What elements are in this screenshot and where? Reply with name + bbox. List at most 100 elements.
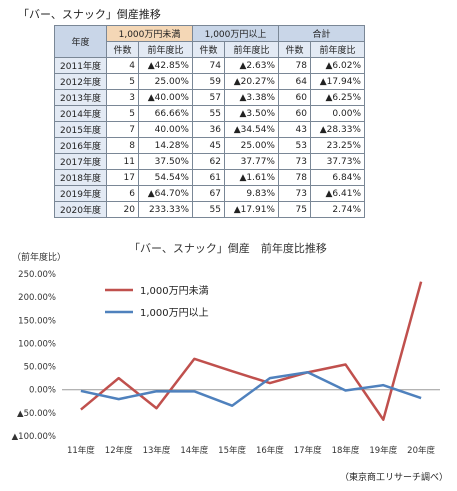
yoy-cell: ▲1.61% (224, 169, 279, 186)
year-cell: 2016年度 (54, 137, 107, 154)
count-cell: 36 (192, 121, 225, 138)
subheader-count: 件数 (106, 41, 139, 58)
x-tick-label: 13年度 (143, 445, 171, 456)
x-tick-label: 14年度 (180, 445, 208, 456)
x-tick-label: 12年度 (105, 445, 133, 456)
count-cell: 53 (278, 137, 311, 154)
count-cell: 78 (278, 57, 311, 74)
count-cell: 3 (106, 89, 139, 106)
yoy-cell: ▲17.91% (224, 201, 279, 218)
x-tick-label: 17年度 (294, 445, 322, 456)
y-tick-label: 250.00% (18, 270, 56, 280)
table-row: 2013年度 3 ▲40.00% 57 ▲3.38% 60 ▲6.25% (54, 89, 365, 106)
subheader-yoy: 前年度比 (224, 41, 279, 58)
table-row: 2015年度 7 40.00% 36 ▲34.54% 43 ▲28.33% (54, 121, 365, 138)
yoy-cell: 37.50% (138, 153, 193, 170)
table-row: 2019年度 6 ▲64.70% 67 9.83% 73 ▲6.41% (54, 185, 365, 202)
count-cell: 67 (192, 185, 225, 202)
count-cell: 61 (192, 169, 225, 186)
count-cell: 62 (192, 153, 225, 170)
bankruptcy-table: 年度 1,000万円未満 1,000万円以上 合計 件数 前年度比 件数 前年度… (54, 25, 365, 218)
count-cell: 4 (106, 57, 139, 74)
y-tick-label: 200.00% (18, 293, 56, 303)
yoy-cell: 9.83% (224, 185, 279, 202)
yoy-cell: 233.33% (138, 201, 193, 218)
x-tick-label: 20年度 (407, 445, 435, 456)
count-cell: 73 (278, 185, 311, 202)
x-tick-label: 19年度 (369, 445, 397, 456)
yoy-cell: ▲20.27% (224, 73, 279, 90)
yoy-cell: ▲34.54% (224, 121, 279, 138)
year-cell: 2015年度 (54, 121, 107, 138)
table-row: 2020年度 20 233.33% 55 ▲17.91% 75 2.74% (54, 201, 365, 218)
subheader-count: 件数 (192, 41, 225, 58)
count-cell: 64 (278, 73, 311, 90)
subheader-yoy: 前年度比 (310, 41, 365, 58)
table-row: 2014年度 5 66.66% 55 ▲3.50% 60 0.00% (54, 105, 365, 122)
y-tick-label: 100.00% (18, 339, 56, 349)
yoy-cell: 25.00% (138, 73, 193, 90)
y-tick-label: 50.00% (24, 363, 56, 373)
yoy-cell: 40.00% (138, 121, 193, 138)
year-header: 年度 (54, 25, 107, 58)
table-row: 2017年度 11 37.50% 62 37.77% 73 37.73% (54, 153, 365, 170)
yoy-cell: ▲40.00% (138, 89, 193, 106)
year-cell: 2017年度 (54, 153, 107, 170)
count-cell: 5 (106, 73, 139, 90)
year-cell: 2018年度 (54, 169, 107, 186)
yoy-line-chart: 「バー、スナック」倒産 前年度比推移 （前年度比） 250.00% 200.00% 15… (12, 241, 448, 483)
yoy-cell: 23.25% (310, 137, 365, 154)
yoy-cell: 54.54% (138, 169, 193, 186)
yoy-cell: 66.66% (138, 105, 193, 122)
count-cell: 59 (192, 73, 225, 90)
y-tick-label: 150.00% (18, 316, 56, 326)
yoy-cell: ▲2.63% (224, 57, 279, 74)
y-tick-label: ▲50.00% (17, 409, 56, 419)
count-cell: 20 (106, 201, 139, 218)
count-cell: 78 (278, 169, 311, 186)
subheader-yoy: 前年度比 (138, 41, 193, 58)
legend-label-0: 1,000万円未満 (140, 285, 209, 297)
table-row: 2016年度 8 14.28% 45 25.00% 53 23.25% (54, 137, 365, 154)
year-cell: 2013年度 (54, 89, 107, 106)
count-cell: 57 (192, 89, 225, 106)
y-axis-label: （前年度比） (12, 251, 66, 263)
yoy-cell: ▲28.33% (310, 121, 365, 138)
count-cell: 5 (106, 105, 139, 122)
subheader-count: 件数 (278, 41, 311, 58)
yoy-cell: 14.28% (138, 137, 193, 154)
yoy-cell: ▲64.70% (138, 185, 193, 202)
year-cell: 2012年度 (54, 73, 107, 90)
count-cell: 8 (106, 137, 139, 154)
count-cell: 17 (106, 169, 139, 186)
yoy-cell: ▲3.50% (224, 105, 279, 122)
series-line-0 (80, 281, 423, 421)
yoy-cell: 2.74% (310, 201, 365, 218)
yoy-cell: 37.77% (224, 153, 279, 170)
yoy-cell: 25.00% (224, 137, 279, 154)
yoy-cell: ▲17.94% (310, 73, 365, 90)
year-cell: 2011年度 (54, 57, 107, 74)
year-cell: 2019年度 (54, 185, 107, 202)
count-cell: 55 (192, 201, 225, 218)
yoy-cell: ▲6.02% (310, 57, 365, 74)
table-row: 2011年度 4 ▲42.85% 74 ▲2.63% 78 ▲6.02% (54, 57, 365, 74)
legend-label-1: 1,000万円以上 (140, 307, 209, 319)
source-note: （東京商工リサーチ調べ） (340, 471, 448, 483)
yoy-cell: ▲3.38% (224, 89, 279, 106)
table-row: 2012年度 5 25.00% 59 ▲20.27% 64 ▲17.94% (54, 73, 365, 90)
count-cell: 60 (278, 105, 311, 122)
count-cell: 74 (192, 57, 225, 74)
yoy-cell: 37.73% (310, 153, 365, 170)
count-cell: 11 (106, 153, 139, 170)
count-cell: 55 (192, 105, 225, 122)
count-cell: 43 (278, 121, 311, 138)
y-tick-label: ▲100.00% (12, 432, 56, 442)
group-header-total: 合計 (278, 25, 365, 42)
x-tick-label: 11年度 (67, 445, 95, 456)
year-cell: 2014年度 (54, 105, 107, 122)
count-cell: 7 (106, 121, 139, 138)
count-cell: 60 (278, 89, 311, 106)
yoy-cell: 6.84% (310, 169, 365, 186)
chart-title: 「バー、スナック」倒産 前年度比推移 (129, 241, 327, 255)
